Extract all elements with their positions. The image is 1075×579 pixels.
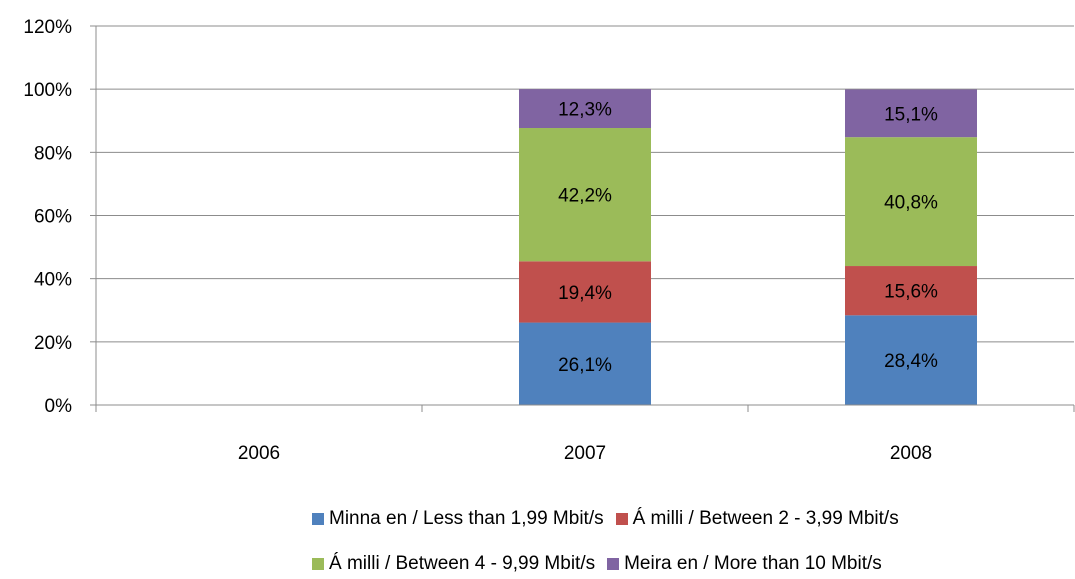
x-axis-ticks: 2006 2007 2008 (95, 405, 1075, 464)
x-tick-label: 2007 (564, 443, 606, 464)
bar-labels: 26,1% 19,4% 42,2% 12,3% 28,4% 15,6% 40,8% 15,1% (558, 100, 938, 376)
data-label: 15,6% (884, 282, 938, 303)
legend-item-4-to-10: Á milli / Between 4 - 9,99 Mbit/s (312, 553, 595, 575)
legend-row-1: Minna en / Less than 1,99 Mbit/s Á milli… (312, 508, 911, 530)
data-label: 26,1% (558, 355, 612, 376)
bars (519, 89, 977, 405)
y-tick-label: 80% (34, 143, 72, 164)
y-tick-label: 120% (23, 17, 72, 38)
y-tick-label: 40% (34, 270, 72, 291)
legend-swatch-green (312, 558, 324, 570)
x-tick-label: 2008 (890, 443, 932, 464)
legend-label: Á milli / Between 2 - 3,99 Mbit/s (632, 508, 899, 529)
data-label: 19,4% (558, 283, 612, 304)
legend-label: Minna en / Less than 1,99 Mbit/s (329, 508, 604, 529)
bar-segment (519, 322, 651, 405)
legend-swatch-red (615, 513, 628, 525)
legend-label: Á milli / Between 4 - 9,99 Mbit/s (329, 553, 596, 574)
bar-segment (845, 137, 977, 267)
bar-segment (845, 266, 977, 316)
data-label: 42,2% (558, 186, 612, 207)
y-tick-label: 100% (23, 80, 72, 101)
data-label: 40,8% (884, 193, 938, 214)
bar-segment (845, 89, 977, 138)
legend-item-less-than-2: Minna en / Less than 1,99 Mbit/s (312, 508, 604, 530)
y-axis-ticks: 0% 20% 40% 60% 80% 100% 120% (23, 17, 96, 417)
legend-label: Meira en / More than 10 Mbit/s (624, 553, 882, 574)
bar-segment (845, 315, 977, 405)
legend-swatch-blue (312, 513, 324, 525)
legend-row-2: Á milli / Between 4 - 9,99 Mbit/s Meira … (312, 553, 894, 575)
y-tick-label: 20% (34, 333, 72, 354)
bar-segment (519, 261, 651, 323)
legend-item-more-than-10: Meira en / More than 10 Mbit/s (607, 553, 882, 575)
data-label: 15,1% (884, 104, 938, 125)
bar-segment (519, 89, 651, 129)
data-label: 12,3% (558, 100, 612, 121)
y-tick-label: 0% (45, 396, 73, 417)
legend-item-2-to-4: Á milli / Between 2 - 3,99 Mbit/s (615, 508, 899, 530)
y-tick-label: 60% (34, 207, 72, 228)
bar-segment (519, 128, 651, 262)
data-label: 28,4% (884, 351, 938, 372)
legend-swatch-purple (607, 558, 620, 570)
x-tick-label: 2006 (238, 443, 280, 464)
